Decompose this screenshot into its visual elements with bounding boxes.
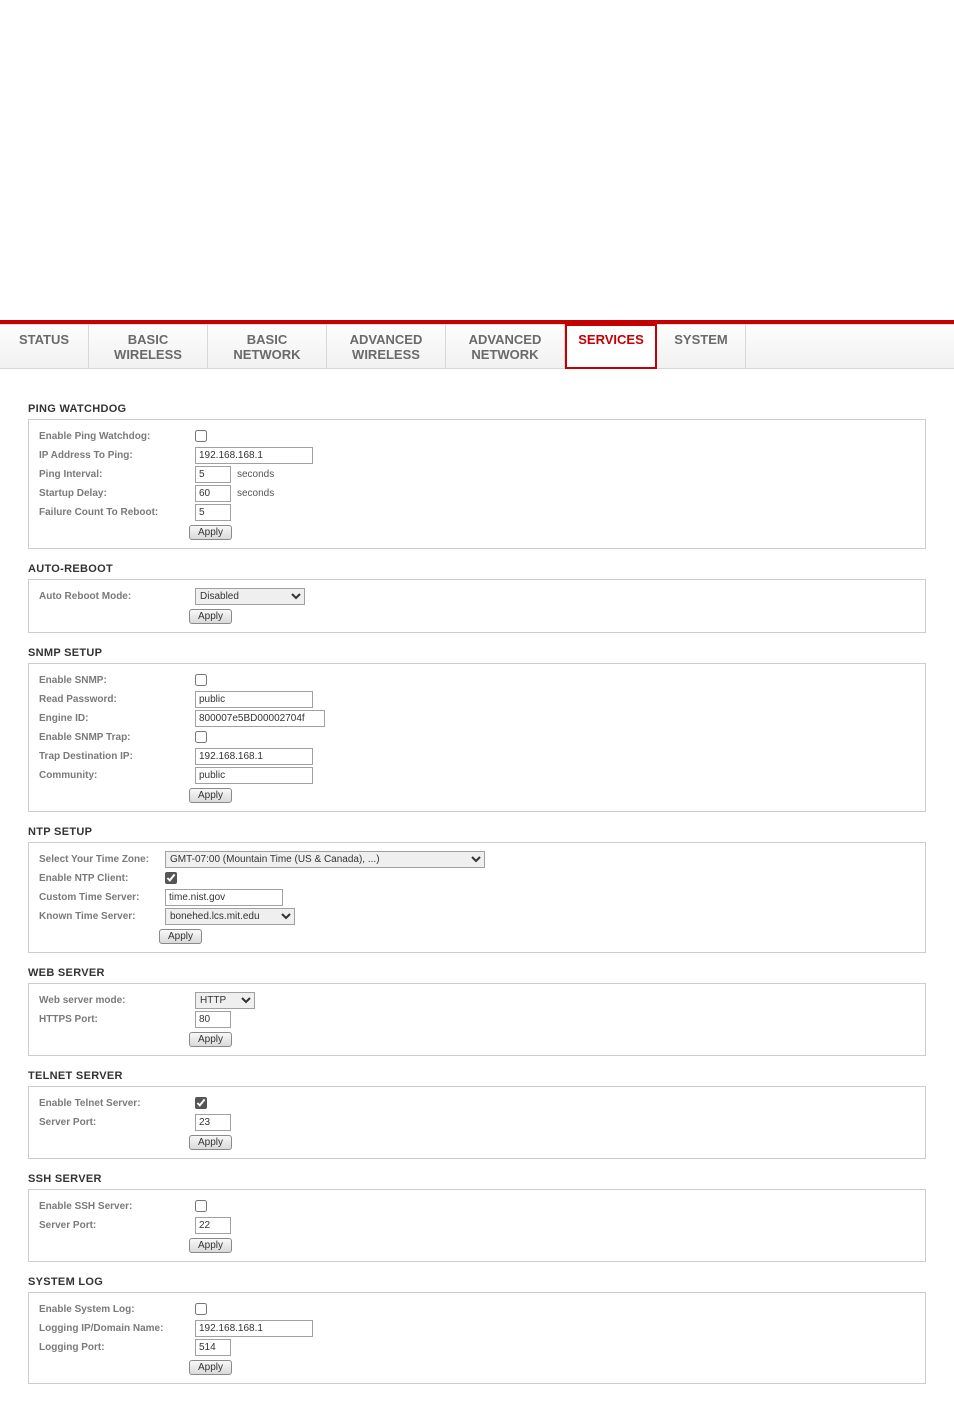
section-title-web-server: WEB SERVER [28,967,926,979]
label-read-password: Read Password: [39,694,195,705]
input-ssh-port[interactable] [195,1217,231,1234]
apply-button-telnet-server[interactable]: Apply [189,1135,232,1150]
panel-auto-reboot: Auto Reboot Mode: Disabled Apply [28,579,926,633]
label-enable-system-log: Enable System Log: [39,1304,195,1315]
tab-advanced-wireless[interactable]: ADVANCEDWIRELESS [327,325,446,368]
page-root: STATUSBASICWIRELESSBASICNETWORKADVANCEDW… [0,0,954,1424]
label-trap-destination-ip: Trap Destination IP: [39,751,195,762]
select-time-zone[interactable]: GMT-07:00 (Mountain Time (US & Canada), … [165,851,485,868]
input-logging-port[interactable] [195,1339,231,1356]
input-custom-time-server[interactable] [165,889,283,906]
checkbox-enable-system-log[interactable] [195,1303,207,1315]
section-title-telnet-server: TELNET SERVER [28,1070,926,1082]
section-title-auto-reboot: AUTO-REBOOT [28,563,926,575]
input-ip-to-ping[interactable] [195,447,313,464]
select-web-server-mode[interactable]: HTTP [195,992,255,1009]
checkbox-enable-snmp[interactable] [195,674,207,686]
label-enable-snmp: Enable SNMP: [39,675,195,686]
tab-label-line1: ADVANCED [469,332,542,347]
section-title-ntp: NTP SETUP [28,826,926,838]
panel-ssh-server: Enable SSH Server: Server Port: Apply [28,1189,926,1262]
section-title-ssh-server: SSH SERVER [28,1173,926,1185]
select-auto-reboot-mode[interactable]: Disabled [195,588,305,605]
input-failure-count[interactable] [195,504,231,521]
tab-label-line1: BASIC [128,332,168,347]
label-engine-id: Engine ID: [39,713,195,724]
panel-web-server: Web server mode: HTTP HTTPS Port: Apply [28,983,926,1056]
tab-status[interactable]: STATUS [0,325,89,368]
unit-ping-interval: seconds [237,469,274,480]
section-title-system-log: SYSTEM LOG [28,1276,926,1288]
input-engine-id[interactable] [195,710,325,727]
apply-button-snmp[interactable]: Apply [189,788,232,803]
label-community: Community: [39,770,195,781]
checkbox-enable-telnet-server[interactable] [195,1097,207,1109]
input-https-port[interactable] [195,1011,231,1028]
content-area: PING WATCHDOG Enable Ping Watchdog: IP A… [0,369,954,1424]
tab-label-line1: SERVICES [578,332,644,347]
input-logging-host[interactable] [195,1320,313,1337]
apply-button-web-server[interactable]: Apply [189,1032,232,1047]
tab-label-line2: NETWORK [446,347,564,362]
select-known-time-server[interactable]: bonehed.lcs.mit.edu [165,908,295,925]
tabstrip: STATUSBASICWIRELESSBASICNETWORKADVANCEDW… [0,324,954,369]
label-known-time-server: Known Time Server: [39,911,165,922]
panel-telnet-server: Enable Telnet Server: Server Port: Apply [28,1086,926,1159]
label-logging-port: Logging Port: [39,1342,195,1353]
label-ip-to-ping: IP Address To Ping: [39,450,195,461]
top-whitespace [0,0,954,320]
apply-button-ssh-server[interactable]: Apply [189,1238,232,1253]
tab-system[interactable]: SYSTEM [657,325,746,368]
checkbox-enable-snmp-trap[interactable] [195,731,207,743]
panel-ntp: Select Your Time Zone: GMT-07:00 (Mounta… [28,842,926,953]
panel-system-log: Enable System Log: Logging IP/Domain Nam… [28,1292,926,1384]
tab-label-line2: WIRELESS [89,347,207,362]
tab-label-line1: BASIC [247,332,287,347]
label-web-server-mode: Web server mode: [39,995,195,1006]
label-enable-ping-watchdog: Enable Ping Watchdog: [39,431,195,442]
apply-button-ping-watchdog[interactable]: Apply [189,525,232,540]
label-enable-snmp-trap: Enable SNMP Trap: [39,732,195,743]
tab-basic-wireless[interactable]: BASICWIRELESS [89,325,208,368]
label-enable-ssh-server: Enable SSH Server: [39,1201,195,1212]
unit-startup-delay: seconds [237,488,274,499]
label-https-port: HTTPS Port: [39,1014,195,1025]
input-startup-delay[interactable] [195,485,231,502]
apply-button-auto-reboot[interactable]: Apply [189,609,232,624]
section-title-snmp: SNMP SETUP [28,647,926,659]
tab-label-line1: SYSTEM [674,332,727,347]
tab-basic-network[interactable]: BASICNETWORK [208,325,327,368]
tab-label-line2: NETWORK [208,347,326,362]
label-custom-time-server: Custom Time Server: [39,892,165,903]
label-startup-delay: Startup Delay: [39,488,195,499]
label-auto-reboot-mode: Auto Reboot Mode: [39,591,195,602]
checkbox-enable-ssh-server[interactable] [195,1200,207,1212]
tab-label-line2: WIRELESS [327,347,445,362]
input-community[interactable] [195,767,313,784]
apply-button-system-log[interactable]: Apply [189,1360,232,1375]
tab-services[interactable]: SERVICES [565,324,657,369]
checkbox-enable-ntp-client[interactable] [165,872,177,884]
tab-advanced-network[interactable]: ADVANCEDNETWORK [446,325,565,368]
label-logging-host: Logging IP/Domain Name: [39,1323,195,1334]
label-failure-count: Failure Count To Reboot: [39,507,195,518]
tab-label-line1: ADVANCED [350,332,423,347]
panel-ping-watchdog: Enable Ping Watchdog: IP Address To Ping… [28,419,926,549]
input-telnet-port[interactable] [195,1114,231,1131]
input-trap-destination-ip[interactable] [195,748,313,765]
label-time-zone: Select Your Time Zone: [39,854,165,865]
checkbox-enable-ping-watchdog[interactable] [195,430,207,442]
label-ssh-port: Server Port: [39,1220,195,1231]
panel-snmp: Enable SNMP: Read Password: Engine ID: E… [28,663,926,812]
input-read-password[interactable] [195,691,313,708]
label-enable-ntp-client: Enable NTP Client: [39,873,165,884]
label-ping-interval: Ping Interval: [39,469,195,480]
tab-label-line1: STATUS [19,332,69,347]
label-telnet-port: Server Port: [39,1117,195,1128]
label-enable-telnet-server: Enable Telnet Server: [39,1098,195,1109]
apply-button-ntp[interactable]: Apply [159,929,202,944]
input-ping-interval[interactable] [195,466,231,483]
section-title-ping-watchdog: PING WATCHDOG [28,403,926,415]
